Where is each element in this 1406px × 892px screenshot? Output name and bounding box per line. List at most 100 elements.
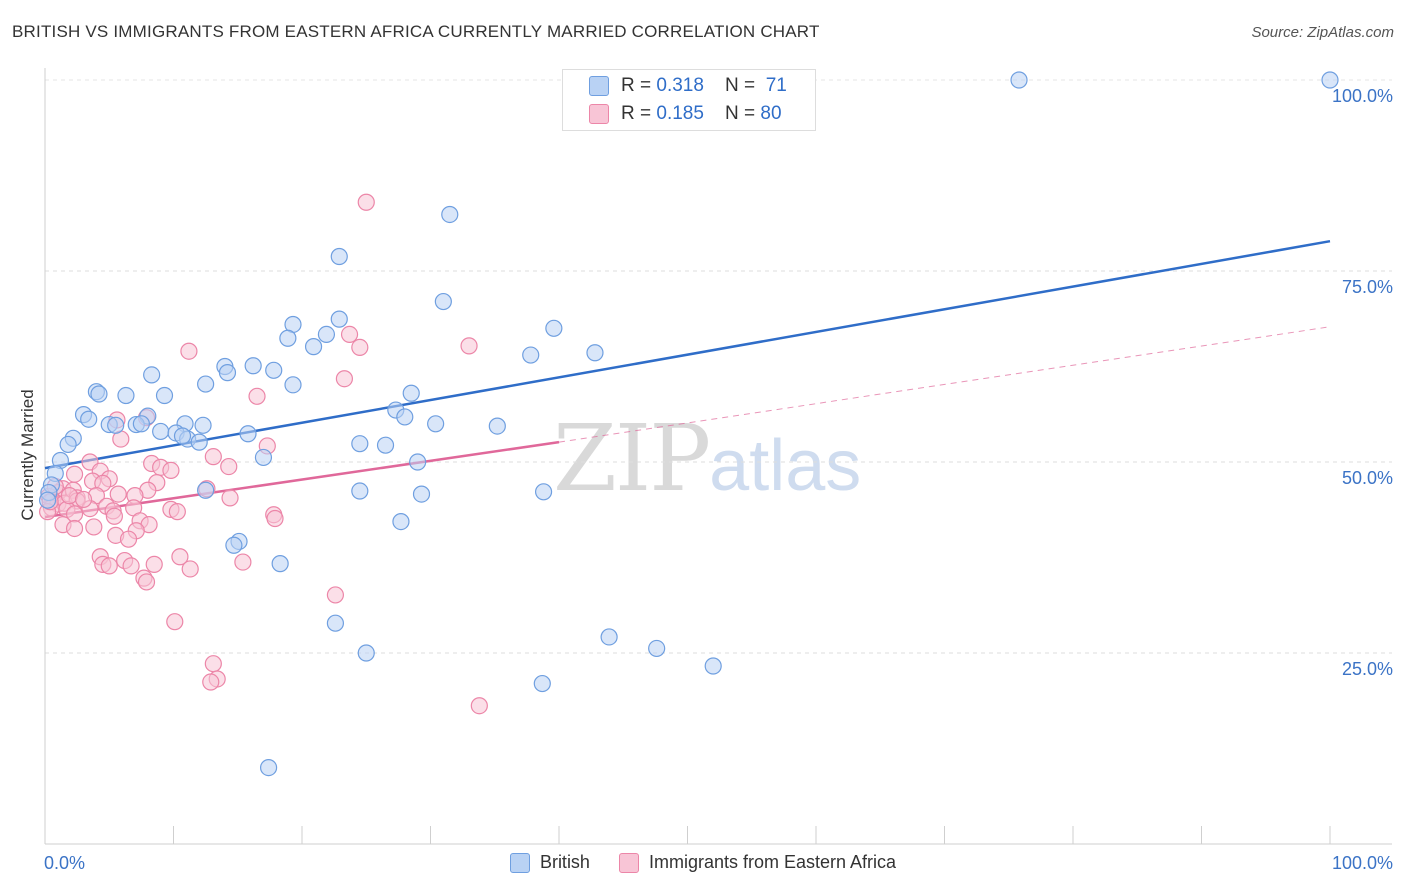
eastern-africa-point — [162, 461, 180, 480]
eastern-africa-point — [181, 560, 199, 578]
british-point — [330, 310, 348, 328]
eastern-africa-point — [204, 448, 222, 466]
british-point — [441, 205, 459, 224]
source-label: Source: ZipAtlas.com — [1251, 24, 1394, 41]
chart-title: BRITISH VS IMMIGRANTS FROM EASTERN AFRIC… — [12, 22, 820, 41]
british-point — [412, 485, 431, 503]
tick-labels: 25.0% 50.0% 75.0% 100.0% 0.0% 100.0% — [44, 86, 1393, 873]
british-point — [279, 329, 297, 347]
eastern-africa-point — [60, 487, 79, 505]
eastern-africa-point — [357, 193, 375, 211]
eastern-africa-point — [340, 325, 359, 344]
eastern-africa-point — [145, 555, 163, 573]
british-point — [80, 410, 98, 428]
legend-item-british[interactable]: British — [509, 852, 590, 873]
british-point — [265, 361, 283, 379]
y-tick-label: 75.0% — [1342, 277, 1393, 297]
british-point — [534, 483, 553, 501]
british-point — [197, 481, 215, 499]
british-point — [586, 344, 604, 362]
watermark: ZIPatlas — [553, 405, 861, 512]
stats-british-text: R = 0.318 N = 71 — [621, 75, 787, 96]
british-swatch — [589, 76, 609, 96]
british-point — [132, 415, 150, 433]
eastern-africa-point — [470, 697, 488, 715]
y-tick-label: 100.0% — [1332, 86, 1393, 106]
british-point — [259, 758, 278, 777]
eastern-africa-point — [351, 338, 369, 356]
stats-british-r: 0.318 — [656, 75, 704, 96]
british-point — [155, 386, 174, 405]
y-tick-label: 25.0% — [1342, 659, 1393, 679]
british-point — [648, 639, 666, 658]
axes — [44, 68, 1392, 845]
british-point — [317, 325, 336, 344]
stats-row-british: R = 0.318 N = 71 — [589, 74, 787, 98]
legend-british-label: British — [539, 852, 590, 872]
british-point — [1321, 71, 1339, 89]
british-point — [254, 448, 273, 467]
stats-eastern-africa-n: 80 — [760, 103, 782, 124]
british-point — [396, 408, 414, 426]
british-point — [90, 385, 108, 403]
eastern-africa-point — [74, 490, 93, 509]
british-point — [545, 319, 563, 337]
british-point — [143, 366, 161, 384]
bottom-legend: British Immigrants from Eastern Africa — [0, 852, 1406, 878]
british-point — [427, 415, 445, 433]
british-point — [434, 292, 452, 311]
stats-legend-box: R = 0.318 N = 71 R = 0.185 N = 80 — [562, 69, 816, 131]
eastern-africa-swatch — [589, 104, 609, 124]
eastern-africa-point — [180, 342, 198, 360]
british-point — [522, 346, 540, 364]
eastern-africa-point — [109, 485, 127, 503]
british-trend-line — [44, 239, 1331, 470]
british-point — [197, 375, 215, 393]
y-tick-label: 50.0% — [1342, 468, 1393, 488]
british-point — [304, 338, 323, 356]
british-point — [1010, 71, 1028, 89]
eastern-africa-point — [168, 503, 186, 521]
eastern-africa-point — [204, 655, 222, 673]
eastern-africa-point — [266, 509, 284, 528]
eastern-africa-point — [100, 557, 118, 575]
stats-eastern-africa-text: R = 0.185 N = 80 — [621, 103, 782, 124]
british-point — [152, 422, 170, 441]
british-point — [376, 436, 395, 454]
stats-eastern-africa-r: 0.185 — [656, 103, 704, 124]
british-point — [392, 512, 410, 531]
british-point — [351, 482, 369, 500]
eastern-africa-point — [137, 573, 156, 591]
stats-row-eastern-africa: R = 0.185 N = 80 — [589, 102, 782, 126]
british-point — [326, 614, 345, 632]
british-point — [704, 657, 722, 675]
british-point — [402, 384, 420, 402]
eastern-africa-point — [460, 337, 478, 355]
eastern-africa-point — [220, 457, 238, 476]
british-point — [107, 416, 125, 434]
data-points — [38, 71, 1339, 777]
eastern-africa-trend-extension — [558, 326, 1331, 443]
british-point — [38, 491, 57, 509]
legend-item-eastern-africa[interactable]: Immigrants from Eastern Africa — [618, 852, 896, 873]
british-point — [488, 417, 506, 435]
eastern-africa-point — [122, 557, 140, 575]
eastern-africa-point — [335, 370, 354, 388]
legend-british-swatch — [509, 852, 530, 873]
british-point — [271, 555, 289, 573]
british-point — [173, 427, 192, 445]
trend-lines — [44, 239, 1331, 519]
british-point — [351, 435, 369, 453]
watermark-zip: ZIP — [553, 405, 711, 512]
stats-british-n: 71 — [765, 75, 787, 96]
eastern-africa-point — [105, 507, 123, 525]
legend-eastern-africa-swatch — [618, 852, 639, 873]
british-point — [533, 674, 551, 693]
british-point — [409, 453, 427, 471]
eastern-africa-point — [65, 519, 84, 538]
eastern-africa-point — [85, 518, 103, 536]
x-tick-label: 0.0% — [44, 853, 85, 873]
watermark-atlas: atlas — [709, 426, 862, 506]
british-point — [244, 357, 262, 375]
